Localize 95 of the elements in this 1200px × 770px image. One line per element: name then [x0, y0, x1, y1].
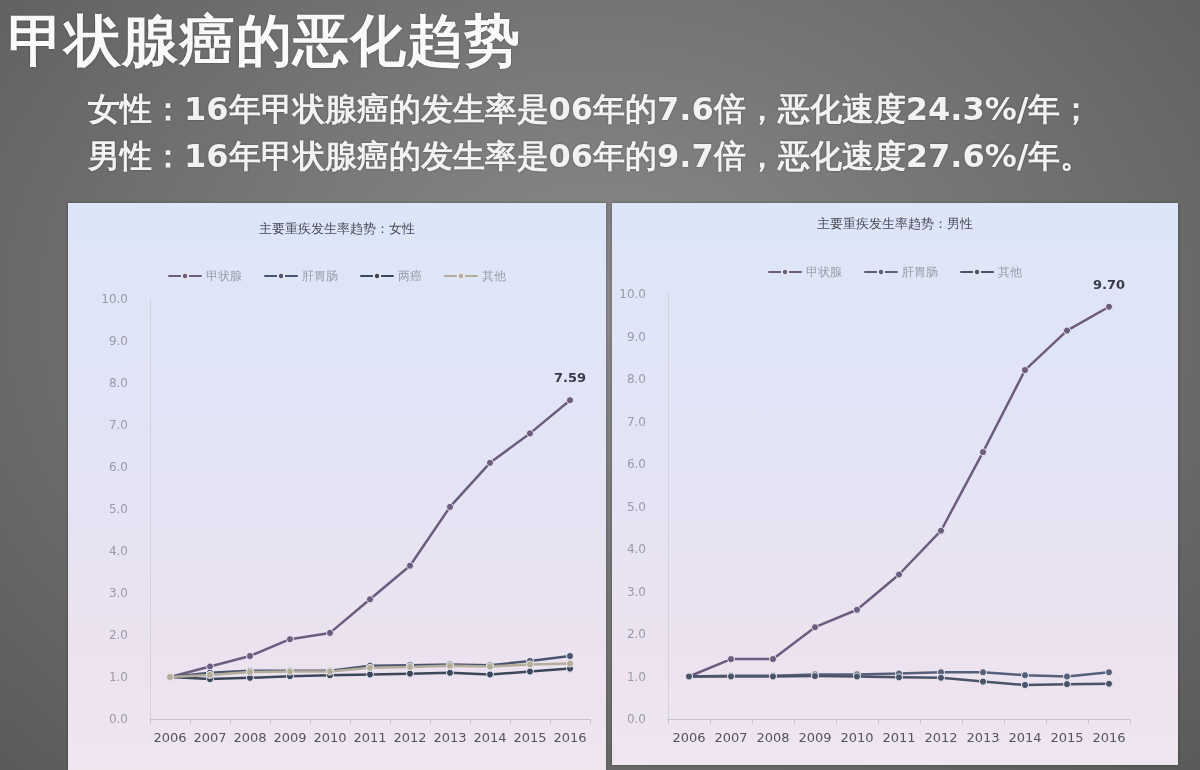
y-tick-label: 6.0 [626, 457, 646, 471]
x-tick-label: 2010 [313, 730, 347, 745]
point [206, 662, 214, 671]
point [526, 667, 534, 676]
legend-label: 其他 [998, 265, 1022, 279]
y-tick-label: 10.0 [619, 287, 646, 301]
x-tick-label: 2010 [840, 730, 874, 745]
point [366, 595, 374, 604]
point [853, 605, 861, 614]
y-tick-label: 7.0 [626, 414, 646, 429]
x-tick-label: 2011 [353, 730, 387, 745]
x-tick-label: 2007 [714, 730, 748, 745]
point [769, 655, 777, 664]
point [1063, 326, 1071, 335]
x-tick-label: 2006 [153, 730, 187, 745]
text: 女性：16年甲状腺癌的发生率是06年的7.6倍，恶化速度24.3%/年； [88, 89, 1093, 130]
x-tick-label: 2008 [756, 730, 790, 745]
y-tick-label: 3.0 [108, 586, 128, 600]
x-tick-label: 2012 [393, 730, 427, 745]
point [979, 448, 987, 457]
point [486, 458, 494, 467]
text: 甲状腺癌的恶化趋势 [8, 7, 521, 75]
point [937, 526, 945, 535]
x-tick-label: 2012 [924, 730, 958, 745]
point [1063, 672, 1071, 681]
x-tick-label: 2007 [193, 730, 227, 745]
x-tick-label: 2009 [273, 730, 307, 745]
point [286, 635, 294, 644]
point [566, 396, 574, 405]
point [566, 659, 574, 668]
y-tick-label: 3.0 [626, 584, 646, 599]
y-tick-label: 2.0 [626, 627, 646, 641]
y-tick-label: 4.0 [626, 542, 646, 556]
x-tick-label: 2015 [1050, 730, 1084, 745]
point [1105, 302, 1113, 311]
text: 男性：16年甲状腺癌的发生率是06年的9.7倍，恶化速度27.6%/年。 [88, 136, 1093, 177]
point [1021, 366, 1029, 375]
y-tick-label: 2.0 [108, 628, 128, 642]
legend-label: 甲状腺 [206, 269, 242, 283]
y-tick-label: 6.0 [108, 460, 128, 474]
point [406, 669, 414, 678]
y-tick-label: 1.0 [626, 669, 646, 684]
data-label: 9.70 [1092, 276, 1126, 292]
y-tick-label: 8.0 [108, 376, 128, 390]
legend-label: 肝胃肠 [902, 265, 938, 279]
legend-label: 肝胃肠 [302, 269, 338, 283]
y-tick-label: 0.0 [626, 712, 646, 726]
x-tick-label: 2015 [513, 730, 547, 745]
x-tick-label: 2013 [966, 730, 1000, 745]
point [246, 652, 254, 660]
point [1063, 680, 1071, 689]
point [727, 655, 735, 664]
data-label: 7.59 [553, 370, 587, 386]
y-tick-label: 8.0 [626, 372, 646, 386]
y-tick-label: 4.0 [108, 544, 128, 558]
y-tick-label: 9.0 [108, 334, 128, 348]
y-tick-label: 9.0 [626, 329, 646, 344]
point [1021, 671, 1029, 680]
point [811, 623, 819, 632]
x-tick-label: 2006 [672, 730, 706, 745]
y-tick-label: 5.0 [108, 502, 128, 516]
point [566, 652, 574, 660]
y-tick-label: 10.0 [101, 292, 128, 306]
legend-label: 甲状腺 [806, 265, 842, 279]
point [406, 561, 414, 570]
point [895, 673, 903, 682]
legend-label: 两癌 [398, 269, 422, 283]
x-tick-label: 2014 [1008, 730, 1042, 745]
chart-title: 主要重疾发生率趋势：女性 [259, 221, 415, 236]
point [979, 668, 987, 677]
point [1105, 679, 1113, 688]
point [446, 502, 454, 511]
point [937, 673, 945, 682]
point [1105, 668, 1113, 677]
x-tick-label: 2014 [473, 730, 507, 745]
x-tick-label: 2008 [233, 730, 267, 745]
y-tick-label: 7.0 [108, 418, 128, 432]
point [326, 628, 334, 637]
point [446, 668, 454, 677]
chart-title: 主要重疾发生率趋势：男性 [817, 216, 973, 231]
point [526, 429, 534, 438]
y-tick-label: 5.0 [626, 499, 646, 514]
x-tick-label: 2016 [1092, 730, 1126, 745]
point [1021, 681, 1029, 689]
point [895, 570, 903, 579]
point [979, 677, 987, 686]
x-tick-label: 2013 [433, 730, 467, 745]
y-tick-label: 1.0 [108, 670, 128, 684]
x-tick-label: 2009 [798, 730, 832, 745]
point [366, 670, 374, 679]
point [486, 670, 494, 679]
y-tick-label: 0.0 [108, 712, 128, 726]
x-tick-label: 2016 [553, 730, 587, 745]
x-tick-label: 2011 [882, 730, 916, 745]
legend-label: 其他 [482, 269, 506, 283]
